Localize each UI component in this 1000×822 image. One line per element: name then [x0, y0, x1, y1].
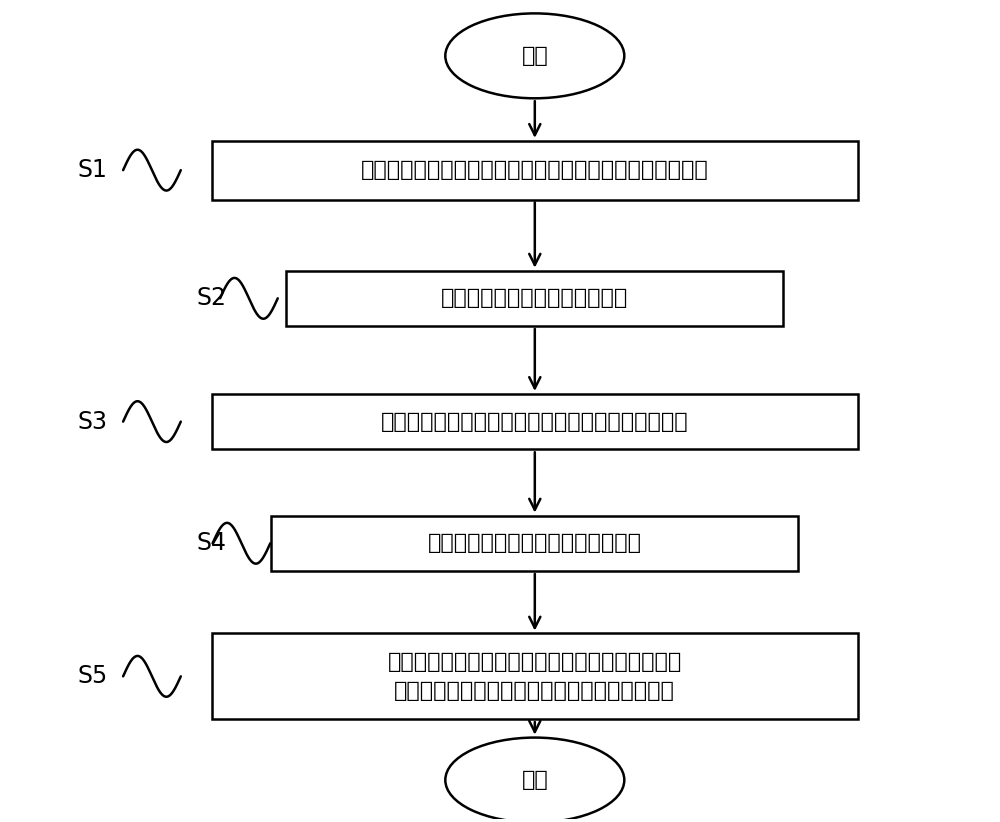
Text: 检测并获取路面的三维点云数据: 检测并获取路面的三维点云数据 [441, 289, 628, 308]
FancyBboxPatch shape [212, 394, 858, 450]
FancyBboxPatch shape [286, 270, 783, 326]
Text: 对三维点云数据进行数字图像处理，识别关键渗水点: 对三维点云数据进行数字图像处理，识别关键渗水点 [381, 412, 689, 432]
Ellipse shape [445, 13, 624, 99]
Text: 计算识别到的关键渗水点的参数信息: 计算识别到的关键渗水点的参数信息 [428, 533, 642, 553]
Ellipse shape [445, 737, 624, 822]
FancyBboxPatch shape [212, 141, 858, 200]
Text: S1: S1 [77, 158, 107, 182]
Text: 测量并获取无破损路面和路面上关键渗水点的平均渗水系数: 测量并获取无破损路面和路面上关键渗水点的平均渗水系数 [361, 160, 709, 180]
Text: 开始: 开始 [521, 46, 548, 66]
FancyBboxPatch shape [212, 634, 858, 719]
FancyBboxPatch shape [271, 515, 798, 571]
Text: 结束: 结束 [521, 770, 548, 790]
Text: 根据平均渗水系数和关键渗水点的参数信息构建路
面渗水性能评价模型，对路面渗水性能进行评估: 根据平均渗水系数和关键渗水点的参数信息构建路 面渗水性能评价模型，对路面渗水性能… [388, 652, 682, 701]
Text: S5: S5 [77, 664, 107, 688]
Text: S3: S3 [77, 409, 107, 434]
Text: S4: S4 [197, 531, 227, 556]
Text: S2: S2 [197, 286, 227, 311]
